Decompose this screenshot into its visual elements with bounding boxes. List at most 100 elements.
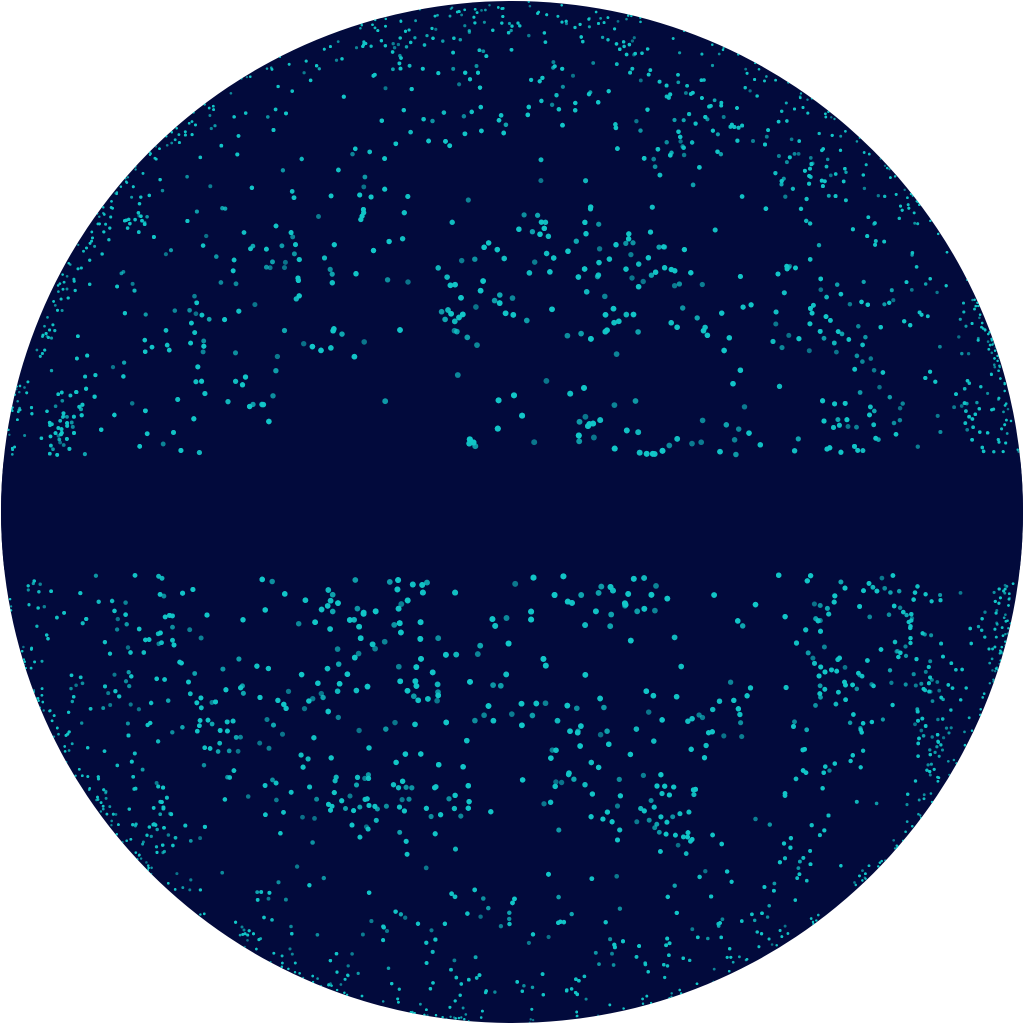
point <box>929 762 933 766</box>
point <box>531 1018 535 1022</box>
point <box>648 272 655 278</box>
point <box>198 635 204 641</box>
point <box>381 638 388 645</box>
point <box>460 13 464 17</box>
point <box>395 663 402 670</box>
point <box>676 281 683 287</box>
point <box>963 730 966 734</box>
point <box>353 782 360 788</box>
point <box>712 967 716 971</box>
point <box>383 86 388 91</box>
point <box>236 656 242 662</box>
point <box>213 124 217 128</box>
point <box>238 734 243 740</box>
point <box>134 168 137 171</box>
point <box>958 591 963 595</box>
point <box>904 612 909 618</box>
point <box>369 919 374 924</box>
point <box>274 353 281 360</box>
point <box>703 869 708 874</box>
point <box>220 870 225 875</box>
point <box>69 686 73 691</box>
point <box>591 61 596 65</box>
point <box>938 592 943 598</box>
point <box>300 814 305 820</box>
point <box>817 602 823 609</box>
point <box>449 7 453 10</box>
point <box>262 783 268 788</box>
point <box>187 307 192 313</box>
point <box>464 1013 468 1016</box>
point <box>638 78 643 83</box>
point <box>824 605 830 611</box>
point <box>404 45 409 49</box>
point <box>316 977 319 980</box>
point <box>242 928 246 932</box>
point <box>496 292 503 298</box>
point <box>882 585 888 591</box>
point <box>1006 407 1010 411</box>
point <box>571 776 577 782</box>
point <box>481 896 486 901</box>
point <box>245 75 249 79</box>
point <box>57 732 60 736</box>
point <box>710 832 715 838</box>
point <box>640 51 644 55</box>
point <box>129 401 135 406</box>
point <box>128 702 133 707</box>
point <box>737 955 741 959</box>
point <box>201 762 207 768</box>
point <box>57 290 60 293</box>
point <box>386 966 391 970</box>
point <box>998 357 1001 360</box>
point <box>919 728 924 733</box>
point <box>816 242 822 248</box>
point <box>273 780 279 786</box>
point <box>879 575 885 581</box>
point <box>226 748 232 754</box>
point <box>770 943 774 946</box>
point <box>537 79 542 84</box>
point <box>460 1016 463 1019</box>
point <box>753 816 758 822</box>
point <box>204 233 209 239</box>
point <box>710 63 715 68</box>
point <box>82 452 87 457</box>
point <box>602 293 608 300</box>
point <box>114 627 120 632</box>
point <box>882 302 887 307</box>
point <box>53 304 57 307</box>
point <box>861 279 866 285</box>
point <box>428 813 434 820</box>
point <box>978 316 981 320</box>
point <box>699 417 706 424</box>
point <box>224 728 230 734</box>
point <box>949 726 953 730</box>
point <box>681 152 687 158</box>
point <box>198 836 203 841</box>
point <box>805 650 811 656</box>
point <box>461 114 467 119</box>
point <box>321 875 326 881</box>
point <box>966 352 971 356</box>
point <box>993 365 997 369</box>
point <box>490 717 497 724</box>
point <box>940 717 945 721</box>
point <box>324 603 331 609</box>
point <box>689 440 695 447</box>
point <box>600 35 605 40</box>
point <box>944 726 949 730</box>
point <box>616 20 620 23</box>
point <box>1004 632 1007 636</box>
point <box>9 605 13 608</box>
point <box>491 297 498 304</box>
point <box>335 714 341 721</box>
point <box>996 354 999 358</box>
point <box>1017 450 1020 453</box>
point <box>970 417 975 421</box>
point <box>108 805 112 809</box>
point <box>884 859 887 862</box>
point <box>687 112 692 117</box>
point <box>672 883 677 888</box>
